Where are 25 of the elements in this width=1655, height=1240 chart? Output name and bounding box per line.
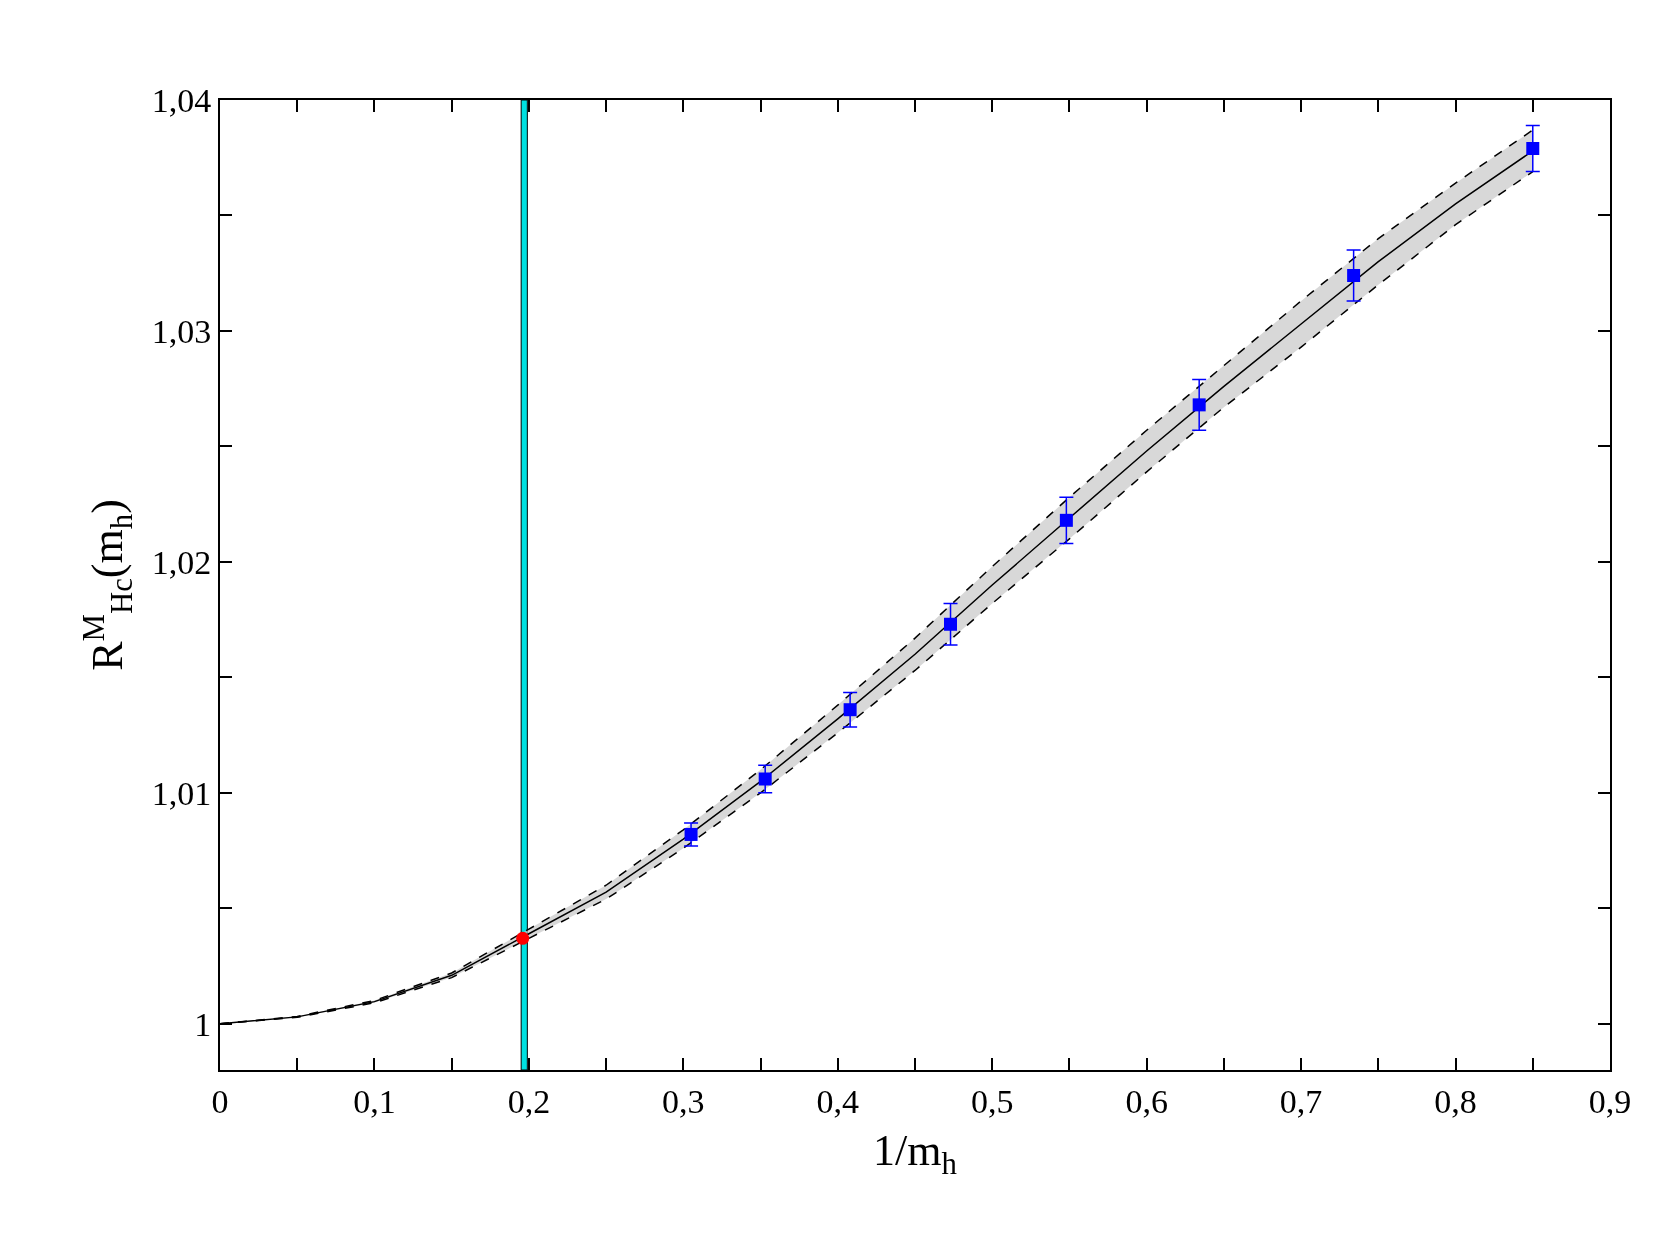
x-tick-label: 0,3 xyxy=(662,1082,705,1120)
y-tick-label: 1,01 xyxy=(151,774,212,812)
x-tick-label: 0,5 xyxy=(970,1082,1014,1120)
x-tick-label: 0 xyxy=(211,1082,229,1120)
x-tick-label: 0,2 xyxy=(507,1082,551,1120)
point xyxy=(1526,142,1540,155)
y-tick-label: 1,04 xyxy=(151,81,212,119)
point xyxy=(758,772,772,786)
x-tick-label: 0,8 xyxy=(1434,1082,1477,1120)
point xyxy=(843,703,857,717)
point xyxy=(516,931,530,945)
y-tick-label: 1,02 xyxy=(151,543,212,581)
point xyxy=(944,617,958,631)
point xyxy=(684,827,698,841)
x-axis-title: 1/m$_{h}$ xyxy=(873,1125,957,1181)
x-tick-label: 0,1 xyxy=(353,1082,396,1120)
x-tick-label: 0,9 xyxy=(1588,1082,1632,1120)
y-tick-label: 1 xyxy=(194,1005,212,1043)
y-tick-label: 1,03 xyxy=(151,312,212,350)
x-tick-label: 0,6 xyxy=(1125,1082,1168,1120)
x-tick-label: 0,4 xyxy=(816,1082,860,1120)
x-tick-label: 0,7 xyxy=(1279,1082,1323,1120)
point xyxy=(1059,513,1073,527)
point xyxy=(1192,398,1206,412)
point xyxy=(1347,269,1361,283)
